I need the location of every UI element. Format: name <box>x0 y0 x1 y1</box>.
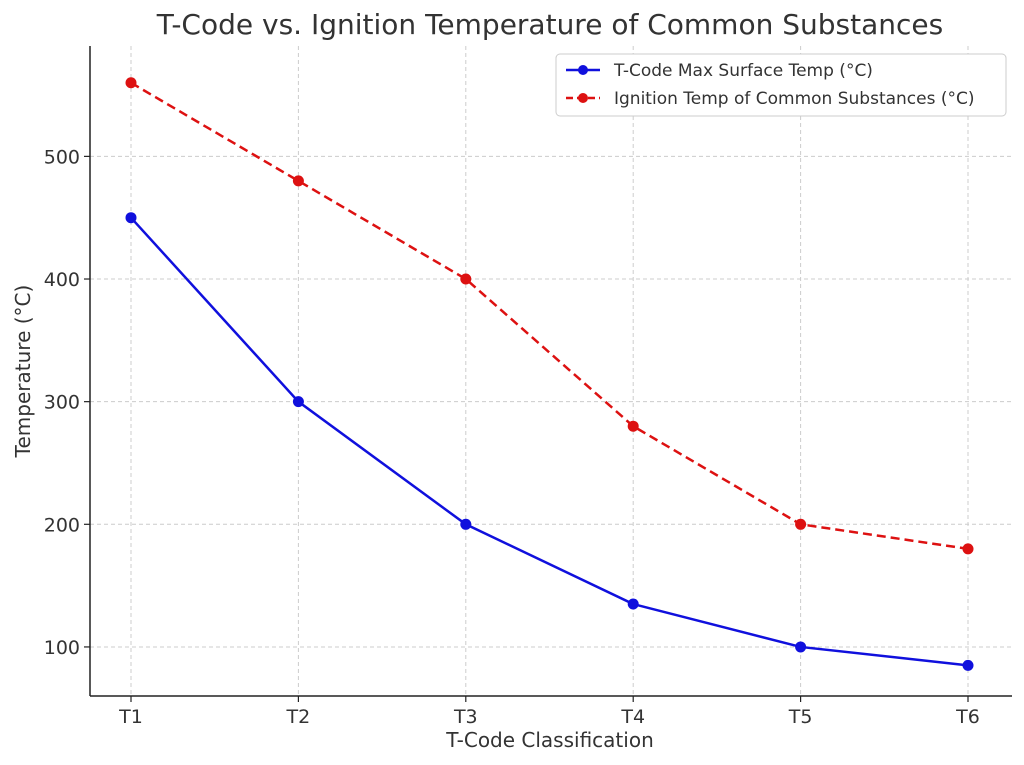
series-2-point-T2 <box>292 175 304 187</box>
y-tick-label-500: 500 <box>44 146 80 168</box>
y-axis-label: Temperature (°C) <box>11 285 35 459</box>
grid <box>90 46 1012 696</box>
x-axis-label: T-Code Classification <box>445 728 654 752</box>
legend: T-Code Max Surface Temp (°C) Ignition Te… <box>555 53 1007 117</box>
legend-swatch-marker-2 <box>578 93 588 103</box>
series-1-point-T6 <box>962 659 974 671</box>
series-1-point-T3 <box>460 518 472 530</box>
x-tick-label-T2: T2 <box>286 706 311 728</box>
x-tick-label-T4: T4 <box>620 706 645 728</box>
y-tick-label-300: 300 <box>44 392 80 414</box>
chart-title: T-Code vs. Ignition Temperature of Commo… <box>156 8 943 41</box>
x-tick-label-T3: T3 <box>453 706 478 728</box>
y-tick-label-400: 400 <box>44 269 80 291</box>
legend-label-1: T-Code Max Surface Temp (°C) <box>613 61 873 81</box>
x-tick-label-T6: T6 <box>955 706 980 728</box>
y-ticks: 100 200 300 400 500 <box>44 146 90 659</box>
x-tick-label-T1: T1 <box>118 706 143 728</box>
legend-box <box>555 53 1007 117</box>
x-tick-label-T5: T5 <box>788 706 813 728</box>
series-1-point-T1 <box>125 212 137 224</box>
series-line-2 <box>130 81 969 551</box>
series-line-1 <box>130 216 969 667</box>
legend-swatch-marker-1 <box>578 65 588 75</box>
x-ticks: T1 T2 T3 T4 T5 T6 <box>118 696 980 728</box>
series-2-point-T4 <box>627 420 639 432</box>
series <box>125 77 974 671</box>
legend-label-2: Ignition Temp of Common Substances (°C) <box>614 89 975 109</box>
series-2-point-T5 <box>795 518 807 530</box>
series-2-point-T1 <box>125 77 137 89</box>
y-tick-label-200: 200 <box>44 514 80 536</box>
series-1-point-T4 <box>627 598 639 610</box>
series-2-point-T6 <box>962 543 974 555</box>
series-1-point-T2 <box>292 396 304 408</box>
series-2-point-T3 <box>460 273 472 285</box>
y-tick-label-100: 100 <box>44 637 80 659</box>
series-1-point-T5 <box>795 641 807 653</box>
